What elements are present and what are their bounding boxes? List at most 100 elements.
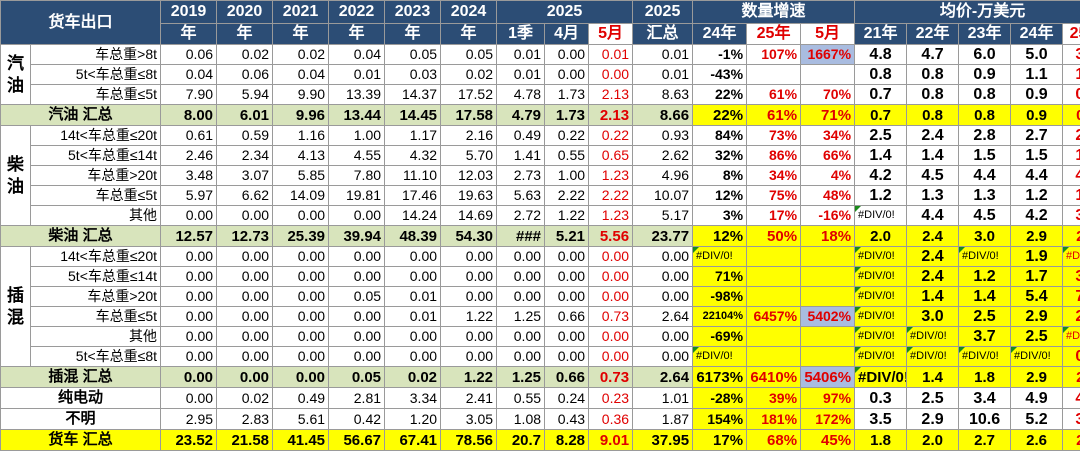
header-price-25: 25年: [1062, 23, 1080, 45]
price-cell: 1.5: [1010, 145, 1064, 166]
growth-cell: [746, 346, 802, 367]
data-cell: 0.05: [440, 44, 498, 65]
data-cell: 0.04: [328, 44, 386, 65]
price-cell: 2.3: [1062, 125, 1080, 146]
data-cell: 5.56: [588, 225, 634, 247]
data-cell: 0.00: [216, 326, 274, 347]
price-cell: 2.5: [906, 387, 960, 409]
price-cell: #DIV/0!: [854, 266, 908, 287]
price-cell: 2.9: [1010, 306, 1064, 327]
data-cell: 1.25: [496, 366, 546, 388]
data-cell: 5.21: [544, 225, 590, 247]
header-year-2024: 2024: [440, 0, 498, 24]
header-growth-24: 24年: [692, 23, 748, 45]
data-cell: 0.00: [632, 326, 694, 347]
data-cell: 0.36: [588, 408, 634, 430]
data-cell: 0.00: [384, 266, 442, 287]
price-cell: 4.5: [958, 205, 1012, 226]
data-cell: 0.00: [544, 266, 590, 287]
price-cell: #DIV/0!: [854, 286, 908, 307]
data-cell: 0.55: [544, 145, 590, 166]
price-cell: 1.8: [958, 366, 1012, 388]
price-cell: 4.0: [1062, 165, 1080, 186]
data-cell: 0.00: [440, 286, 498, 307]
data-cell: 0.00: [216, 266, 274, 287]
growth-cell: 8%: [692, 165, 748, 186]
data-cell: 14.45: [384, 104, 442, 126]
data-cell: 0.00: [544, 326, 590, 347]
row-label: 其他: [29, 326, 162, 347]
row-label: 插混 汇总: [0, 366, 162, 388]
price-cell: 2.1: [1062, 429, 1080, 451]
data-cell: 2.22: [544, 185, 590, 206]
row-label: 货车 汇总: [0, 429, 162, 451]
data-cell: 3.48: [160, 165, 218, 186]
data-cell: 0.00: [272, 205, 330, 226]
price-cell: 4.5: [906, 165, 960, 186]
growth-cell: 12%: [692, 225, 748, 247]
data-cell: 39.94: [328, 225, 386, 247]
table-row: 插混 14t<车总重≤20t 0.00 0.00 0.00 0.00 0.00 0.00 0.0…: [0, 246, 1080, 367]
data-cell: 14.37: [384, 84, 442, 105]
data-cell: 56.67: [328, 429, 386, 451]
growth-cell: [800, 266, 856, 287]
data-cell: 1.20: [384, 408, 442, 430]
header-apr: 4月: [544, 23, 590, 45]
data-cell: 1.25: [496, 306, 546, 327]
data-cell: 0.55: [496, 387, 546, 409]
data-cell: 1.00: [544, 165, 590, 186]
data-cell: 8.66: [632, 104, 694, 126]
growth-cell: 6410%: [746, 366, 802, 388]
data-cell: 0.00: [384, 246, 442, 267]
data-cell: 5.97: [160, 185, 218, 206]
data-cell: 0.00: [440, 346, 498, 367]
data-cell: 0.93: [632, 125, 694, 146]
data-cell: 0.05: [328, 366, 386, 388]
row-label: 5t<车总重≤8t: [29, 346, 162, 367]
growth-cell: 34%: [800, 125, 856, 146]
growth-cell: 32%: [692, 145, 748, 166]
price-cell: 0.9: [1062, 104, 1080, 126]
price-cell: 4.4: [906, 205, 960, 226]
header-year-2021: 2021: [272, 0, 330, 24]
data-cell: 1.73: [544, 104, 590, 126]
growth-cell: 17%: [746, 205, 802, 226]
price-cell: 1.9: [1010, 246, 1064, 267]
row-label: 车总重≤5t: [29, 185, 162, 206]
header-year-unit: 年: [160, 23, 218, 45]
data-cell: 0.23: [588, 387, 634, 409]
data-cell: 0.06: [216, 64, 274, 85]
data-cell: 0.00: [440, 326, 498, 347]
price-cell: 1.4: [854, 145, 908, 166]
data-cell: 0.01: [328, 64, 386, 85]
data-cell: 41.45: [272, 429, 330, 451]
row-label: 车总重≤5t: [29, 84, 162, 105]
growth-cell: 12%: [692, 185, 748, 206]
growth-cell: 107%: [746, 44, 802, 65]
growth-cell: 5406%: [800, 366, 856, 388]
price-cell: #DIV/0!: [958, 246, 1012, 267]
price-cell: 4.4: [1010, 165, 1064, 186]
price-cell: 2.5: [958, 306, 1012, 327]
data-cell: 0.00: [588, 246, 634, 267]
data-cell: 3.05: [440, 408, 498, 430]
data-cell: 0.00: [272, 326, 330, 347]
data-cell: 0.00: [272, 286, 330, 307]
growth-cell: 75%: [746, 185, 802, 206]
growth-cell: 22%: [692, 84, 748, 105]
data-cell: 1.01: [632, 387, 694, 409]
data-cell: 0.04: [160, 64, 218, 85]
row-label: 纯电动: [0, 387, 162, 409]
data-cell: 0.00: [272, 266, 330, 287]
price-cell: 3.3: [1062, 266, 1080, 287]
header-price-24: 24年: [1010, 23, 1064, 45]
header-year-2019: 2019: [160, 0, 218, 24]
price-cell: 1.3: [958, 185, 1012, 206]
price-cell: #DIV/0!: [854, 366, 908, 388]
data-cell: 0.00: [588, 64, 634, 85]
data-cell: 0.00: [588, 266, 634, 287]
row-label: 5t<车总重≤8t: [29, 64, 162, 85]
growth-cell: 48%: [800, 185, 856, 206]
price-cell: 4.3: [1062, 387, 1080, 409]
price-cell: 1.7: [1010, 266, 1064, 287]
